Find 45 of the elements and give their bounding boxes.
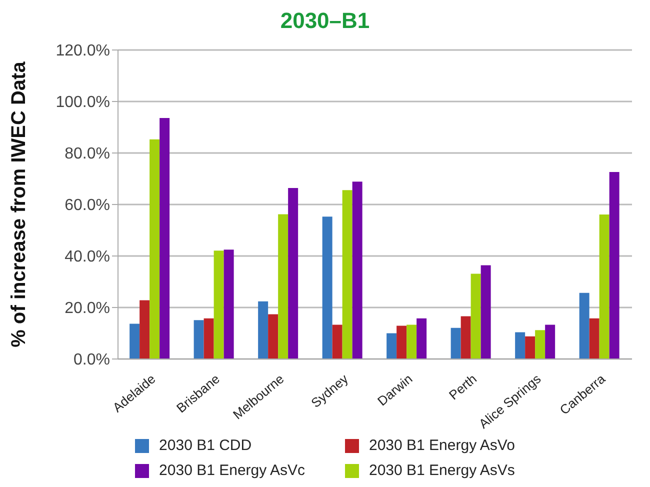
y-tick-label: 100.0% (56, 94, 110, 112)
bar (322, 216, 332, 359)
bar (545, 324, 556, 359)
bar (214, 250, 224, 359)
bar (224, 250, 234, 359)
bar (396, 326, 407, 359)
y-tick-label: 80.0% (64, 146, 110, 163)
bar (204, 318, 214, 359)
y-axis-title: % of increase from IWEC Data (8, 60, 30, 348)
bar (258, 301, 268, 359)
y-tick-label: 20.0% (64, 300, 110, 318)
bar (450, 328, 461, 359)
legend-label: 2030 B1 Energy AsVs (368, 462, 515, 479)
y-tick-label: 40.0% (64, 248, 110, 266)
chart-title: 2030–B1 (279, 8, 371, 35)
bar (278, 214, 288, 359)
bar (589, 318, 600, 359)
bar (160, 118, 170, 359)
y-tick-label: 0.0% (74, 352, 110, 369)
bar (130, 324, 140, 359)
bar (406, 324, 417, 359)
legend-label: 2030 B1 Energy AsVc (159, 462, 305, 479)
y-tick-label: 120.0% (56, 42, 110, 60)
bar (352, 182, 362, 359)
bar (579, 292, 590, 359)
bar (386, 333, 397, 359)
bar (460, 316, 471, 359)
bar (480, 265, 491, 359)
bar (515, 332, 526, 359)
bar (140, 300, 150, 359)
legend-label: 2030 B1 CDD (159, 437, 252, 454)
bar (332, 324, 342, 359)
bar (525, 336, 536, 359)
y-tick-label: 60.0% (64, 197, 110, 214)
bar (599, 214, 610, 359)
bar (535, 330, 546, 359)
bar (416, 318, 427, 359)
bar (268, 314, 278, 359)
bar (470, 274, 481, 359)
legend-label: 2030 B1 Energy AsVo (368, 437, 515, 454)
bar (342, 190, 352, 359)
bar (288, 188, 298, 359)
bar (150, 139, 160, 359)
bar (609, 172, 620, 359)
bar (194, 320, 204, 359)
